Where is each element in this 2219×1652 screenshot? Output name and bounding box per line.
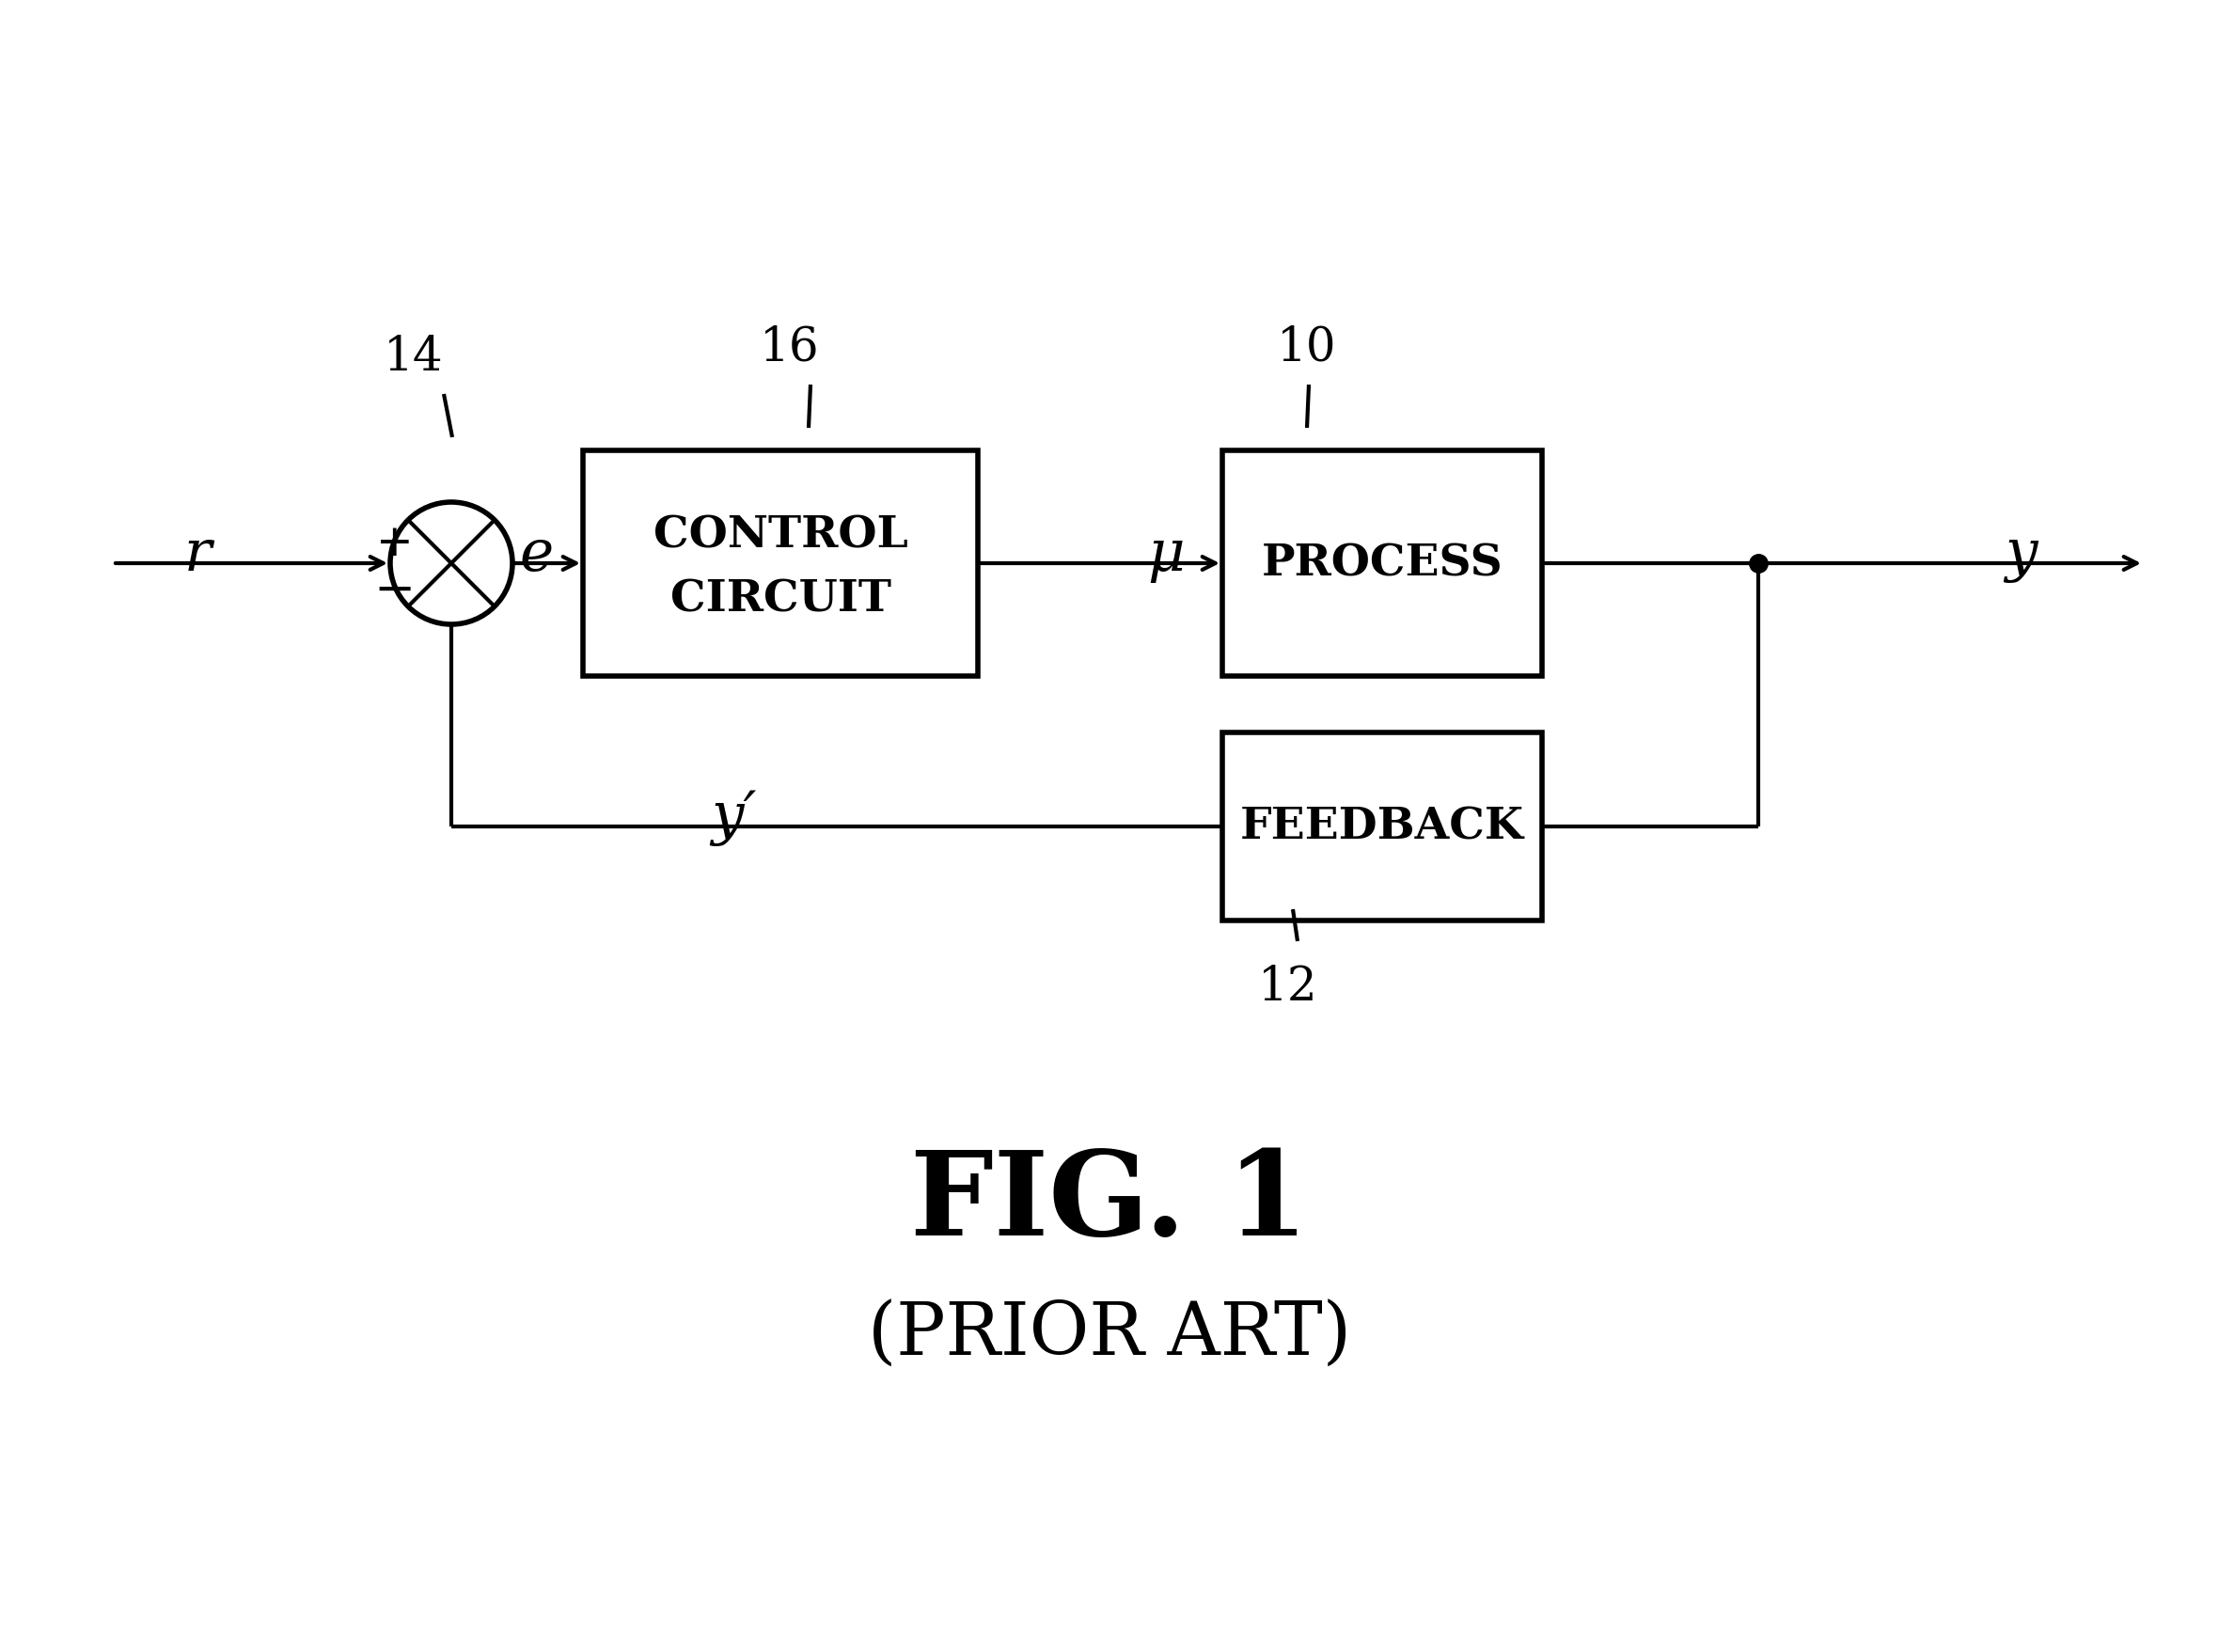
Text: CIRCUIT: CIRCUIT: [670, 578, 890, 621]
Text: y: y: [2006, 527, 2037, 583]
Text: 16: 16: [759, 324, 819, 372]
Text: FEEDBACK: FEEDBACK: [1240, 805, 1524, 849]
Bar: [1223, 451, 1542, 677]
Text: e: e: [519, 527, 553, 583]
Bar: [584, 451, 979, 677]
Bar: [1223, 733, 1542, 920]
Text: FIG. 1: FIG. 1: [910, 1146, 1309, 1260]
Text: −: −: [375, 567, 415, 615]
Text: (PRIOR ART): (PRIOR ART): [868, 1298, 1351, 1370]
Text: 12: 12: [1258, 963, 1318, 1009]
Text: μ: μ: [1147, 527, 1185, 583]
Text: 10: 10: [1278, 324, 1336, 372]
Text: PROCESS: PROCESS: [1260, 542, 1502, 585]
Text: +: +: [377, 522, 413, 565]
Text: 14: 14: [384, 334, 444, 380]
Text: y′: y′: [710, 790, 757, 846]
Text: CONTROL: CONTROL: [652, 514, 908, 557]
Text: r: r: [184, 527, 211, 583]
